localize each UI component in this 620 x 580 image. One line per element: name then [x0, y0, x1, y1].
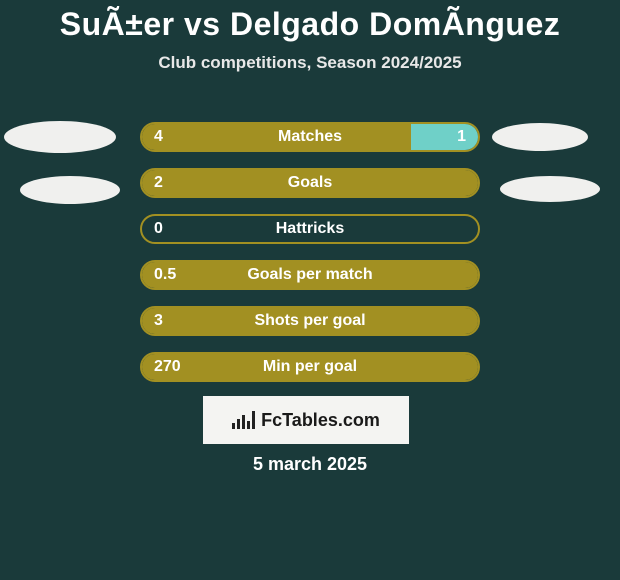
- stat-value-left: 3: [154, 308, 163, 334]
- stat-value-right: 1: [457, 124, 466, 150]
- stat-value-left: 0: [154, 216, 163, 242]
- decorative-ellipse: [492, 123, 588, 151]
- logo-bars-icon: [232, 411, 255, 429]
- stat-row: Shots per goal3: [140, 306, 480, 336]
- logo-text: FcTables.com: [261, 410, 380, 431]
- stat-value-left: 2: [154, 170, 163, 196]
- stat-label: Hattricks: [142, 216, 478, 242]
- stat-row: Hattricks0: [140, 214, 480, 244]
- page-subtitle: Club competitions, Season 2024/2025: [0, 53, 620, 73]
- stat-row: Goals2: [140, 168, 480, 198]
- page-title: SuÃ±er vs Delgado DomÃ­nguez: [0, 0, 620, 43]
- decorative-ellipse: [20, 176, 120, 204]
- stat-rows: Matches4 1 Goals2 Hattricks0 Goals per match…: [140, 122, 480, 398]
- stat-label: Matches: [142, 124, 478, 150]
- stat-label: Shots per goal: [142, 308, 478, 334]
- stat-label: Min per goal: [142, 354, 478, 380]
- fctables-logo: FcTables.com: [203, 396, 409, 444]
- stat-row: Matches4 1: [140, 122, 480, 152]
- stat-value-left: 4: [154, 124, 163, 150]
- stat-row: Goals per match0.5: [140, 260, 480, 290]
- decorative-ellipse: [4, 121, 116, 153]
- stat-value-left: 0.5: [154, 262, 176, 288]
- stat-row: Min per goal270: [140, 352, 480, 382]
- date-text: 5 march 2025: [0, 454, 620, 475]
- stat-label: Goals: [142, 170, 478, 196]
- stat-label: Goals per match: [142, 262, 478, 288]
- decorative-ellipse: [500, 176, 600, 202]
- stat-value-left: 270: [154, 354, 181, 380]
